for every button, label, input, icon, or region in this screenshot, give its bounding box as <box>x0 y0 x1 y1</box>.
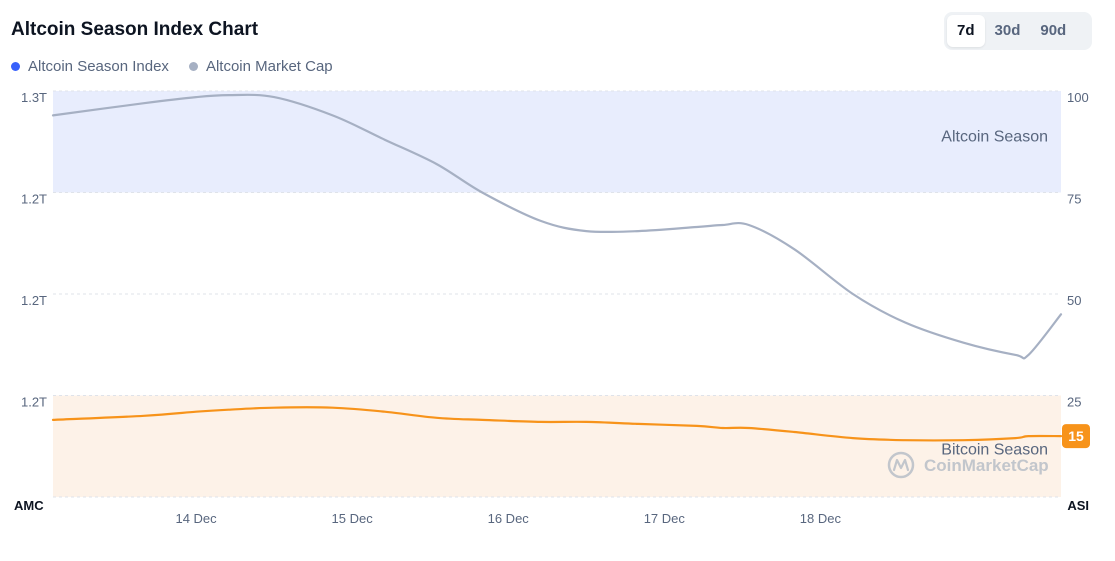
chart-legend: Altcoin Season Index Altcoin Market Cap <box>11 58 333 75</box>
legend-label-market-cap: Altcoin Market Cap <box>205 58 333 75</box>
left-tick-label-1: 1.2T <box>21 192 47 207</box>
legend-item-season-index[interactable]: Altcoin Season Index <box>11 58 169 75</box>
series-line-season-index <box>51 406 1063 442</box>
x-tick-label-3: 17 Dec <box>644 511 686 526</box>
current-value-text: 15 <box>1068 428 1084 444</box>
current-value-badge <box>1062 424 1090 449</box>
range-30d-button[interactable]: 30d <box>994 22 1021 39</box>
x-tick-label-0: 14 Dec <box>175 511 217 526</box>
page-title: Altcoin Season Index Chart <box>11 19 259 40</box>
zone-band-0 <box>53 91 1061 193</box>
legend-dot-season-index <box>11 62 20 71</box>
range-7d-button[interactable]: 7d <box>947 15 985 47</box>
legend-item-market-cap[interactable]: Altcoin Market Cap <box>188 58 333 75</box>
left-tick-label-0: 1.3T <box>21 90 47 105</box>
right-tick-label-3: 25 <box>1067 395 1081 410</box>
time-range-switch: 7d 30d 90d <box>944 12 1092 50</box>
legend-dot-market-cap <box>188 62 198 71</box>
watermark: CoinMarketCap <box>887 451 1049 479</box>
x-edge-label-left: AMC <box>14 498 44 513</box>
zone-label-altcoin-season: Altcoin Season <box>941 129 1048 146</box>
series-line-market-cap <box>51 93 1063 360</box>
coinmarketcap-logo-icon <box>887 451 915 479</box>
x-tick-label-4: 18 Dec <box>800 511 842 526</box>
left-tick-label-3: 1.2T <box>21 395 47 410</box>
zone-band-1 <box>53 395 1061 497</box>
x-tick-label-1: 15 Dec <box>332 511 374 526</box>
right-tick-label-2: 50 <box>1067 293 1081 308</box>
right-tick-label-1: 75 <box>1067 192 1081 207</box>
legend-label-season-index: Altcoin Season Index <box>28 58 169 75</box>
left-tick-label-2: 1.2T <box>21 293 47 308</box>
x-tick-label-2: 16 Dec <box>488 511 530 526</box>
x-edge-label-right: ASI <box>1067 498 1089 513</box>
range-90d-button[interactable]: 90d <box>1040 22 1067 39</box>
right-tick-label-0: 100 <box>1067 90 1089 105</box>
zone-label-bitcoin-season: Bitcoin Season <box>941 441 1048 458</box>
watermark-text: CoinMarketCap <box>924 456 1049 475</box>
